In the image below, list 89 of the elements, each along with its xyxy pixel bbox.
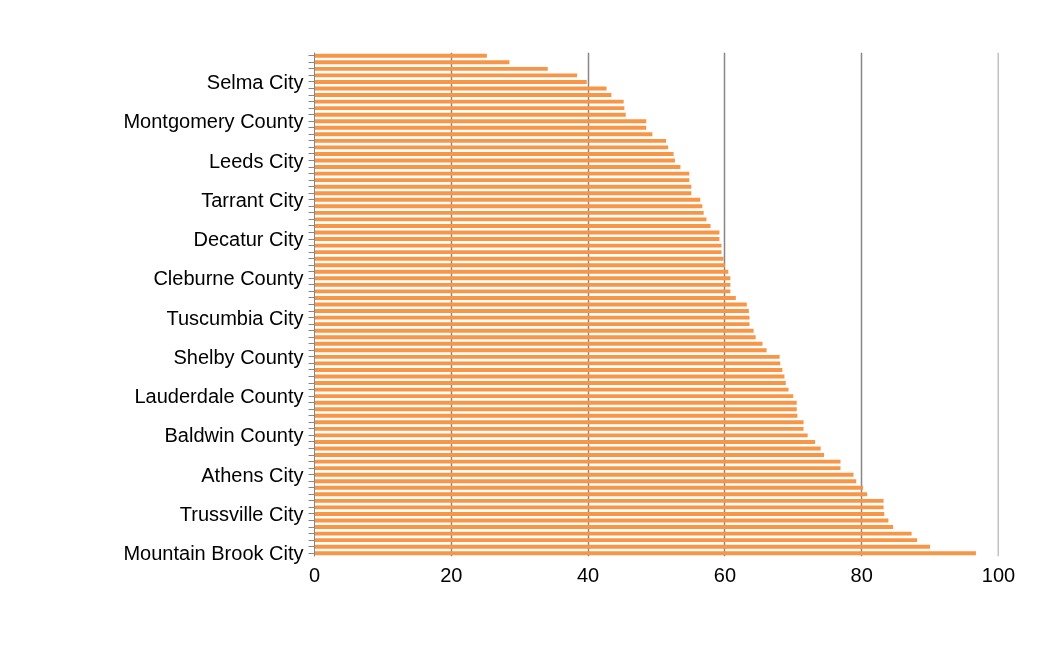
bar [314,433,808,438]
bar [314,112,626,117]
bar [314,466,841,471]
bar [314,335,756,340]
y-tick-label: Decatur City [193,228,304,251]
bar [314,53,487,58]
bar [314,322,750,327]
bar [314,551,976,556]
y-tick-label: Shelby County [173,345,304,368]
y-tick-label: Tarrant City [201,188,304,211]
bar [314,531,912,536]
bar [314,309,749,314]
bar [314,165,681,170]
bar [314,276,731,281]
y-tick-label: Lauderdale County [134,385,304,408]
bar [314,204,703,209]
bar [314,171,690,176]
bar [314,282,731,287]
bar [314,217,707,222]
x-tick-label: 80 [850,563,873,586]
bar [314,66,548,71]
bar [314,106,625,111]
bar [314,544,931,549]
bar [314,511,885,516]
bar [314,210,704,215]
bar [314,439,816,444]
bar [314,498,884,503]
bar [314,269,729,274]
bar [314,413,798,418]
x-tick-label: 20 [440,563,463,586]
bar [314,387,789,392]
bar [314,289,731,294]
bar [314,184,692,189]
bar [314,93,612,98]
bar [314,138,667,143]
bar [314,73,578,78]
bar [314,79,587,84]
x-tick-label: 60 [713,563,737,586]
bar [314,243,722,248]
x-tick-label: 100 [981,563,1016,586]
bar [314,400,797,405]
bar [314,341,763,346]
y-tick-label: Baldwin County [164,424,304,447]
bar [314,426,804,431]
bar [314,197,701,202]
bar [314,381,786,386]
bar [314,492,868,497]
bar [314,99,624,104]
bar [314,256,724,261]
bar [314,119,647,124]
y-tick-label: Selma City [206,70,304,93]
bar [314,315,750,320]
bar [314,367,783,372]
bar [314,453,825,458]
bar [314,60,510,65]
bar [314,237,720,242]
bar [314,348,767,353]
y-tick-label: Montgomery County [123,110,304,133]
y-tick-label: Tuscumbia City [166,306,304,329]
bar [314,145,669,150]
bar [314,459,841,464]
bar [314,485,864,490]
bar [314,361,781,366]
bar [314,420,804,425]
bar [314,354,780,359]
y-tick-label: Athens City [201,463,304,486]
bar [314,295,736,300]
bar [314,263,725,268]
bar [314,250,722,255]
y-tick-label: Cleburne County [153,267,304,290]
bar [314,125,647,130]
bar [314,407,797,412]
y-tick-label: Mountain Brook City [123,542,304,565]
y-tick-label: Leeds City [209,149,304,172]
x-tick-label: 0 [308,563,321,586]
bar [314,538,918,543]
bar [314,505,884,510]
x-tick-label: 40 [576,563,600,586]
bar [314,472,854,477]
y-tick-label: Trussville City [179,502,304,525]
bar [314,178,690,183]
bar [314,191,692,196]
bar [314,151,674,156]
bar [314,525,894,530]
bar [314,132,653,137]
bar [314,479,857,484]
bar [314,394,794,399]
bar [314,223,711,228]
bar [314,328,754,333]
